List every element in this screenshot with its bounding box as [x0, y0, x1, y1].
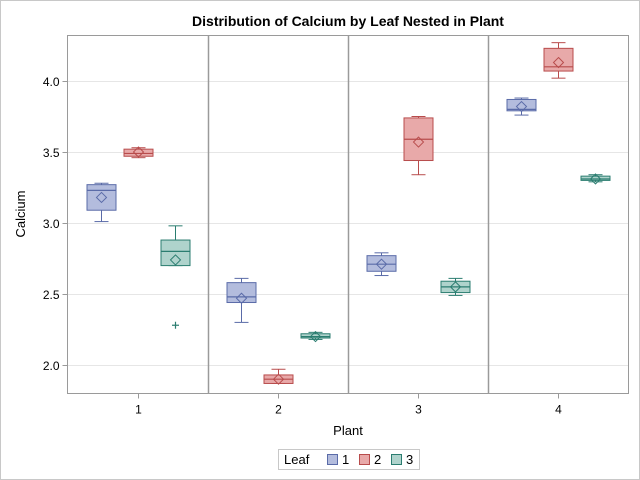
box-leaf-2-plant-1 [123, 146, 154, 159]
legend-swatch-leaf-2 [359, 454, 370, 465]
mean-marker [589, 173, 602, 185]
y-tick-label: 2.5 [43, 288, 60, 302]
mean-marker [412, 136, 425, 148]
mean-marker [552, 56, 565, 69]
box-leaf-1-plant-2 [226, 277, 257, 323]
box-leaf-1-plant-3 [366, 252, 397, 277]
mean-marker [515, 100, 528, 113]
box-iqr [160, 239, 191, 267]
mean-marker [272, 373, 285, 385]
mean-marker [449, 281, 462, 293]
y-axis: 2.0 2.5 3.0 3.5 4.0 [43, 75, 68, 373]
box-leaf-2-plant-4 [543, 42, 574, 79]
y-tick-label: 3.5 [43, 146, 60, 160]
box-leaf-3-plant-4 [580, 173, 611, 185]
box-leaf-3-plant-3 [440, 277, 471, 296]
x-axis-label: Plant [333, 423, 363, 438]
y-tick-label: 2.0 [43, 359, 60, 373]
box-iqr [580, 175, 611, 181]
x-tick-label: 2 [275, 403, 282, 417]
box-leaf-3-plant-1 [160, 225, 191, 329]
box-iqr [506, 98, 537, 112]
plot-area-border [67, 35, 629, 394]
mean-marker [375, 258, 388, 270]
legend-label-leaf-2: 2 [374, 452, 381, 467]
box-iqr [86, 184, 117, 211]
legend-label-leaf-1: 1 [342, 452, 349, 467]
mean-marker [95, 191, 108, 204]
box-iqr [543, 47, 574, 72]
x-tick-label: 3 [415, 403, 422, 417]
y-tick-label: 3.0 [43, 217, 60, 231]
mean-marker [169, 254, 182, 266]
box-leaf-1-plant-1 [86, 182, 117, 223]
legend-label-leaf-3: 3 [406, 452, 413, 467]
y-tick-label: 4.0 [43, 75, 60, 89]
category-dividers [207, 35, 490, 394]
mean-marker [235, 292, 248, 304]
box-iqr [366, 255, 397, 272]
mean-marker [132, 146, 145, 158]
box-iqr [123, 148, 154, 157]
x-tick-label: 4 [555, 403, 562, 417]
boxes-layer [86, 42, 611, 385]
box-leaf-2-plant-2 [263, 368, 294, 385]
legend-border [278, 449, 420, 470]
legend-swatch-leaf-3 [391, 454, 402, 465]
box-leaf-2-plant-3 [403, 116, 434, 176]
y-axis-label: Calcium [13, 191, 28, 238]
legend-swatch-leaf-1 [327, 454, 338, 465]
box-leaf-3-plant-2 [300, 330, 331, 343]
box-leaf-1-plant-4 [506, 97, 537, 116]
box-iqr [300, 333, 331, 339]
legend-title: Leaf [284, 452, 310, 467]
mean-marker [309, 330, 322, 343]
legend: Leaf 1 2 3 [278, 449, 420, 470]
x-tick-label: 1 [135, 403, 142, 417]
x-axis: 1 2 3 4 [135, 393, 562, 417]
chart-title: Distribution of Calcium by Leaf Nested i… [192, 13, 504, 29]
